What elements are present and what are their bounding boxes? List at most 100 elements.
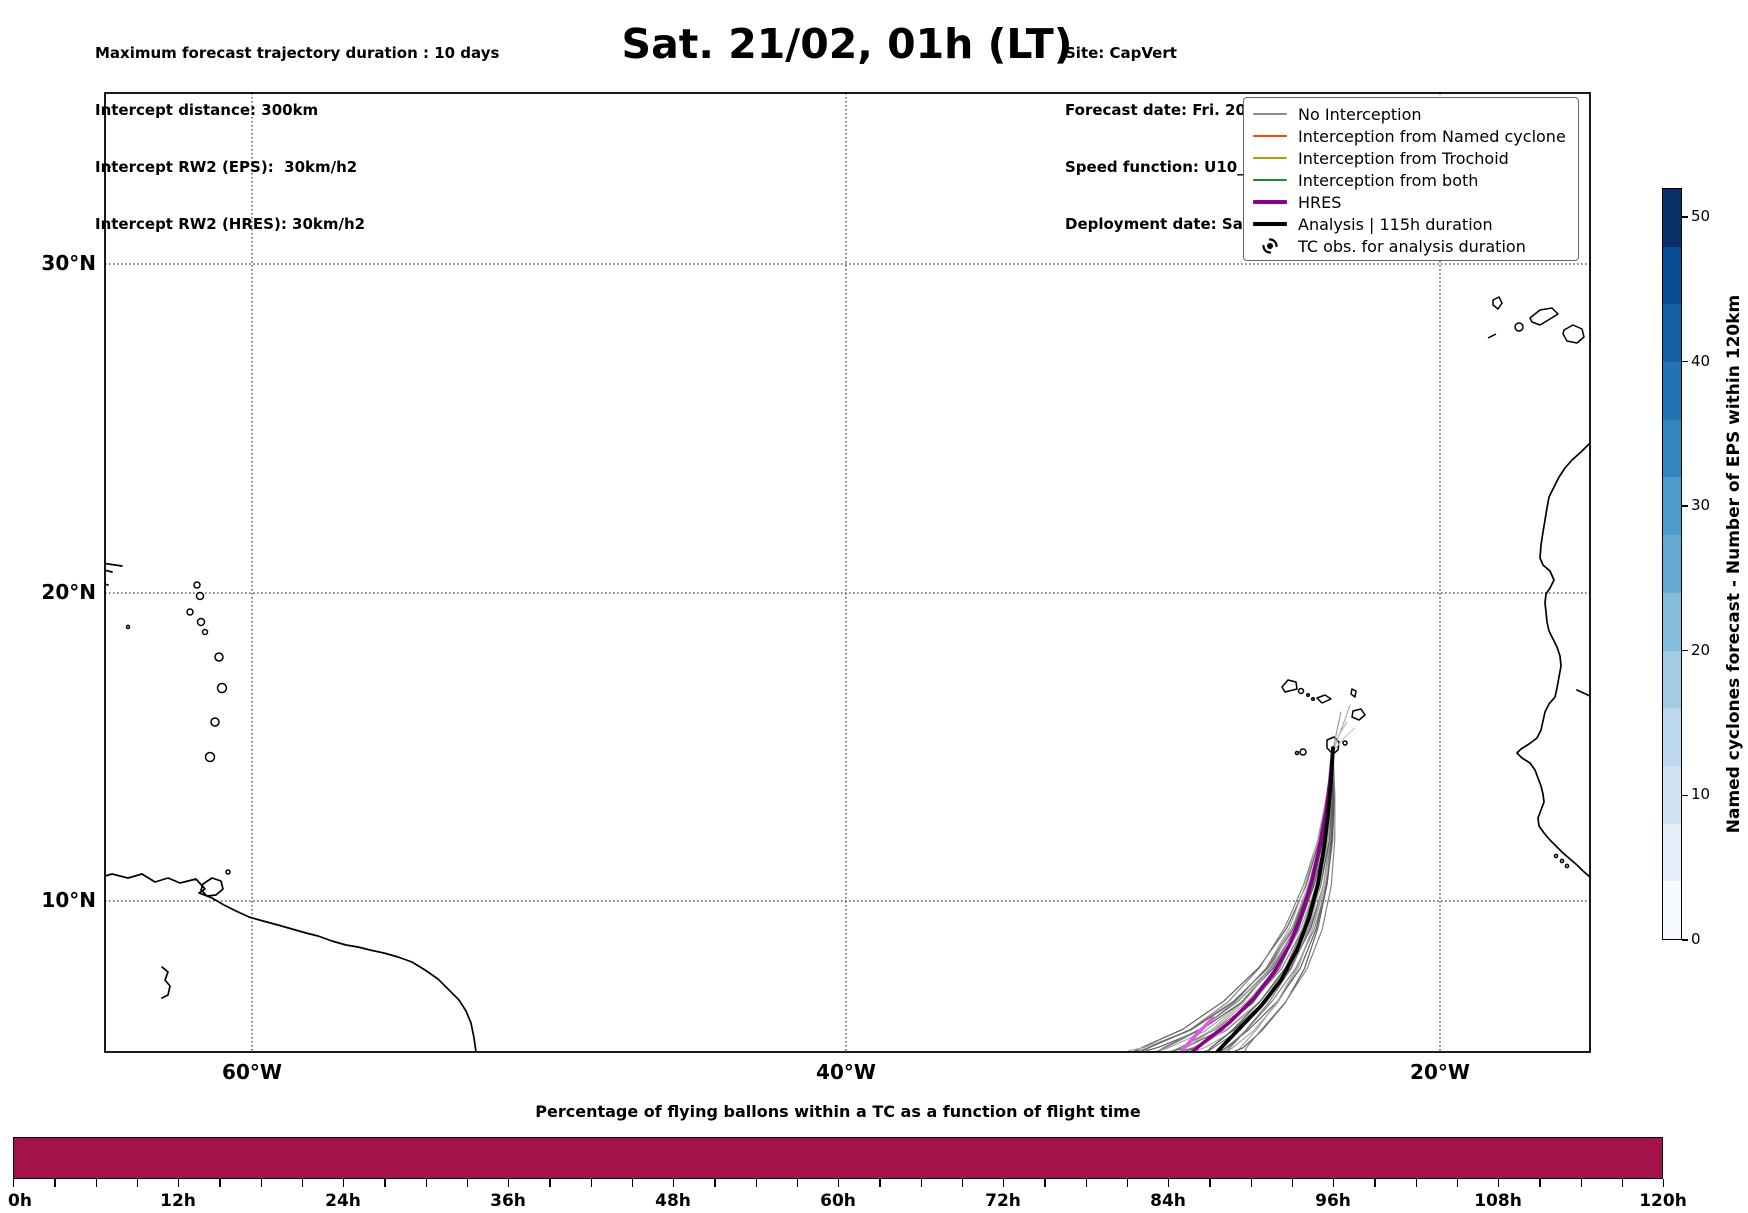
bottom-axis-tick <box>1333 1179 1335 1187</box>
header-left-block: Maximum forecast trajectory duration : 1… <box>95 6 499 272</box>
colorbar-label: Named cyclones forecast - Number of EPS … <box>1724 294 1744 834</box>
bottom-axis-tick <box>1415 1179 1417 1187</box>
colorbar-segment <box>1663 592 1681 651</box>
legend-line-sample <box>1253 221 1287 227</box>
colorbar-segment <box>1663 246 1681 305</box>
bottom-axis-tick <box>1126 1179 1129 1187</box>
bottom-axis-tick <box>1044 1179 1046 1187</box>
colorbar-tick <box>1682 216 1688 218</box>
bottom-axis-tick <box>301 1179 304 1187</box>
colorbar-tick-label: 50 <box>1691 206 1711 225</box>
bottom-axis-tick <box>796 1179 799 1187</box>
colorbar-tick-label: 10 <box>1691 785 1711 804</box>
colorbar-segment <box>1663 823 1681 882</box>
bottom-axis-tick <box>1621 1179 1624 1187</box>
colorbar-tick <box>1682 505 1688 507</box>
colorbar-tick <box>1682 794 1688 797</box>
page-title: Sat. 21/02, 01h (LT) <box>621 20 1073 68</box>
header-left-line: Intercept RW2 (EPS): 30km/h2 <box>95 158 358 176</box>
bottom-axis-tick <box>136 1179 139 1187</box>
bottom-axis-tick <box>1498 1179 1500 1187</box>
header-right-line: Site: CapVert <box>1065 44 1177 62</box>
bottom-axis-tick <box>1085 1179 1087 1187</box>
legend-item: Interception from Named cyclone <box>1244 125 1578 147</box>
colorbar-segment <box>1663 477 1681 536</box>
header-left-line: Intercept RW2 (HRES): 30km/h2 <box>95 215 366 233</box>
bottom-axis-tick <box>590 1179 592 1187</box>
colorbar-tick <box>1682 939 1688 941</box>
bottom-axis-tick <box>1456 1179 1459 1187</box>
longitude-tick-label: 40°W <box>816 1060 876 1084</box>
bottom-axis-tick <box>673 1179 675 1187</box>
legend-item: Interception from both <box>1244 169 1578 191</box>
bottom-axis-tick-label: 96h <box>1315 1191 1351 1211</box>
bottom-axis-tick <box>920 1179 922 1187</box>
bottom-axis-tick <box>1003 1179 1005 1187</box>
latitude-tick-label: 10°N <box>41 888 96 912</box>
colorbar-tick-label: 20 <box>1691 640 1711 659</box>
legend-item-label: HRES <box>1298 192 1342 212</box>
legend-line-sample <box>1253 179 1287 181</box>
colorbar-segment <box>1663 765 1681 824</box>
bottom-axis-tick <box>549 1179 551 1187</box>
legend-item-label: Interception from Named cyclone <box>1298 126 1566 146</box>
bottom-axis-tick <box>178 1179 180 1187</box>
colorbar-tick-label: 40 <box>1691 351 1711 370</box>
legend-line-sample <box>1253 135 1287 137</box>
colorbar-segment <box>1663 535 1681 593</box>
colorbar-tick-label: 30 <box>1691 496 1711 515</box>
bottom-axis-tick-label: 108h <box>1474 1191 1522 1211</box>
legend-item: HRES <box>1244 191 1578 213</box>
colorbar <box>1662 188 1682 940</box>
bottom-axis-tick <box>838 1179 840 1187</box>
header-left-line: Intercept distance: 300km <box>95 101 319 119</box>
bottom-axis-tick-label: 72h <box>985 1191 1021 1211</box>
bottom-axis-tick <box>1209 1179 1211 1187</box>
latitude-tick-label: 30°N <box>41 251 96 275</box>
bottom-axis-tick-label: 12h <box>160 1191 196 1211</box>
bottom-axis-tick <box>714 1179 716 1187</box>
bottom-axis-tick <box>384 1179 386 1187</box>
legend-line-sample <box>1253 113 1287 115</box>
bottom-axis-tick <box>1539 1179 1541 1187</box>
colorbar-tick-label: 0 <box>1691 930 1701 948</box>
legend-item-label: Interception from both <box>1298 170 1479 190</box>
bottom-axis-tick <box>961 1179 964 1187</box>
longitude-tick-label: 20°W <box>1410 1060 1470 1084</box>
colorbar-segment <box>1663 362 1681 420</box>
legend-item: TC obs. for analysis duration <box>1244 235 1578 257</box>
legend-item-label: Interception from Trochoid <box>1298 148 1509 168</box>
bottom-axis-tick <box>13 1179 15 1187</box>
bottom-chart-bar <box>13 1137 1663 1179</box>
bottom-axis-tick <box>1663 1179 1665 1187</box>
colorbar-segment <box>1663 189 1681 247</box>
bottom-axis-tick <box>508 1179 510 1187</box>
bottom-axis-tick <box>425 1179 427 1187</box>
bottom-axis-tick-label: 120h <box>1639 1191 1687 1211</box>
legend-item: No Interception <box>1244 103 1578 125</box>
bottom-axis-tick <box>343 1179 345 1187</box>
bottom-axis-tick-label: 36h <box>490 1191 526 1211</box>
bottom-axis-tick-label: 24h <box>325 1191 361 1211</box>
bottom-axis-tick-label: 48h <box>655 1191 691 1211</box>
bottom-axis-tick <box>1580 1179 1582 1187</box>
colorbar-segment <box>1663 419 1681 478</box>
bottom-axis-tick <box>95 1179 97 1187</box>
legend-line-sample <box>1253 199 1287 205</box>
header-left-line: Maximum forecast trajectory duration : 1… <box>95 44 500 62</box>
legend-item-label: No Interception <box>1298 104 1422 124</box>
bottom-axis-tick <box>1374 1179 1376 1187</box>
bottom-axis-tick-label: 84h <box>1150 1191 1186 1211</box>
bottom-axis-tick <box>466 1179 469 1187</box>
bottom-axis-tick <box>631 1179 634 1187</box>
bottom-axis-tick-label: 0h <box>8 1191 32 1211</box>
bottom-chart-title: Percentage of flying ballons within a TC… <box>535 1102 1141 1121</box>
colorbar-segment <box>1663 304 1681 363</box>
bottom-axis-tick-label: 60h <box>820 1191 856 1211</box>
colorbar-segment <box>1663 650 1681 709</box>
legend-item: Analysis | 115h duration <box>1244 213 1578 235</box>
bottom-axis-tick <box>1250 1179 1252 1187</box>
legend-line-sample <box>1253 157 1287 159</box>
